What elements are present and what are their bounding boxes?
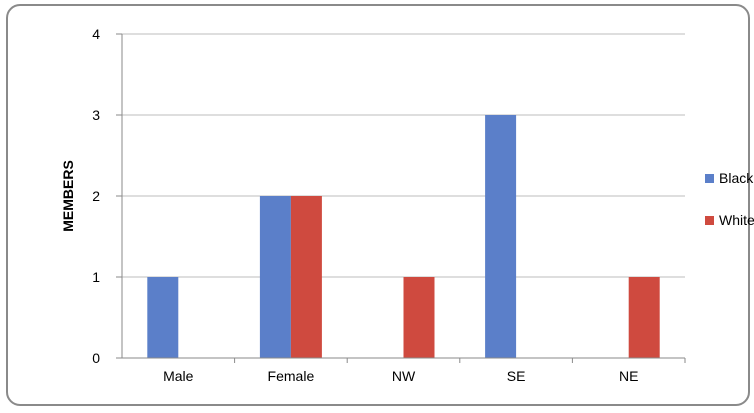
x-tick-label: NE	[619, 368, 638, 384]
y-tick-label: 0	[92, 350, 100, 366]
bar-black-male	[147, 277, 179, 358]
y-tick-label: 1	[92, 269, 100, 285]
bar-black-se	[485, 115, 517, 358]
y-axis-ticks: 0 1 2 3 4	[92, 26, 122, 366]
legend: Black White	[705, 170, 754, 228]
bar-white-nw	[403, 277, 435, 358]
x-tick-label: Female	[268, 368, 315, 384]
legend-label-black: Black	[719, 170, 754, 186]
gridlines	[122, 33, 685, 278]
legend-swatch-black	[705, 174, 714, 183]
y-axis-label: MEMBERS	[60, 160, 76, 232]
legend-swatch-white	[705, 216, 714, 225]
legend-label-white: White	[719, 212, 754, 228]
y-tick-label: 2	[92, 188, 100, 204]
bars	[147, 115, 660, 358]
y-tick-label: 4	[92, 26, 100, 42]
x-axis-ticks: Male Female NW SE NE	[163, 358, 686, 384]
chart-frame	[6, 4, 750, 406]
x-tick-label: Male	[163, 368, 194, 384]
bar-white-female	[290, 196, 322, 358]
x-tick-label: SE	[507, 368, 526, 384]
y-tick-label: 3	[92, 107, 100, 123]
bar-black-female	[259, 196, 291, 358]
bar-white-ne	[628, 277, 660, 358]
x-tick-label: NW	[392, 368, 416, 384]
